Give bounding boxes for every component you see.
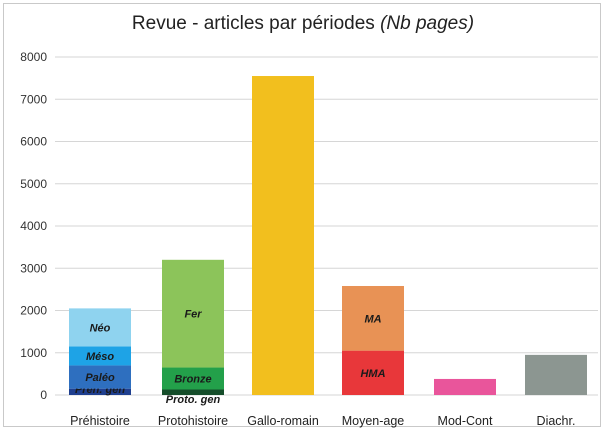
bar-segment (162, 367, 224, 390)
bar-segment (162, 259, 224, 368)
bar-segment (69, 365, 131, 389)
bar-segment (162, 389, 224, 395)
bar-segment (434, 378, 496, 395)
y-tick-label: 1000 (20, 346, 47, 360)
y-tick-label: 4000 (20, 219, 47, 233)
bar-segment (525, 354, 587, 395)
y-tick-label: 7000 (20, 92, 47, 106)
y-tick-label: 3000 (20, 261, 47, 275)
y-tick-label: 0 (40, 388, 47, 402)
y-tick-label: 5000 (20, 177, 47, 191)
bar-segment (342, 285, 404, 351)
x-category-label: Préhistoire (70, 414, 130, 428)
chart-title-unit: (Nb pages) (380, 13, 475, 34)
bar-segment (69, 346, 131, 366)
segment-label: Bronze (174, 374, 211, 386)
y-tick-label: 2000 (20, 304, 47, 318)
x-category-label: Moyen-age (342, 414, 405, 428)
bar-segment (69, 388, 131, 395)
segment-label: Paléo (85, 372, 115, 384)
bar-segment (69, 308, 131, 347)
segment-label: HMA (360, 368, 385, 380)
segment-label: Fer (184, 309, 202, 321)
segment-label: Néo (90, 322, 111, 334)
chart-title: Revue - articles par périodes (Nb pages) (0, 13, 606, 35)
chart-title-main: Revue - articles par périodes (131, 13, 381, 34)
x-category-label: Mod-Cont (438, 414, 493, 428)
x-category-label: Gallo-romain (247, 414, 319, 428)
y-tick-label: 6000 (20, 135, 47, 149)
bar-segment (252, 76, 314, 395)
y-tick-label: 8000 (20, 50, 47, 64)
x-category-label: Diachr. (537, 414, 576, 428)
x-category-label: Protohistoire (158, 414, 228, 428)
segment-label: MA (364, 313, 381, 325)
segment-label: Proto. gen (166, 394, 221, 406)
segment-label: Méso (86, 351, 114, 363)
bar-segment (342, 350, 404, 395)
